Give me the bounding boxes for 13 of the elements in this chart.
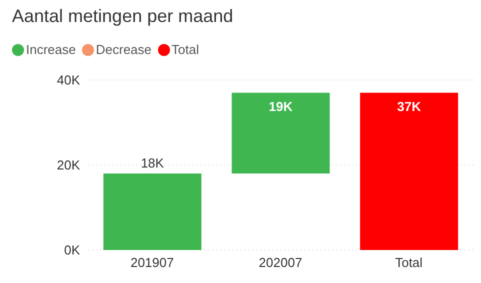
legend-label: Total [170, 42, 199, 57]
x-tick-label: Total [395, 255, 423, 270]
text: 37K [397, 98, 421, 114]
y-tick-label: 40K [56, 72, 80, 88]
legend-label: Decrease [94, 42, 152, 57]
chart-title: Aantal metingen per maand [12, 6, 234, 27]
text: 18K [140, 156, 164, 170]
text: 19K [268, 98, 293, 114]
y-tick-label: 20K [56, 158, 80, 173]
legend-label: Increase [25, 42, 76, 57]
x-tick-label: 202007 [258, 255, 302, 270]
x-tick-label: 201907 [130, 255, 174, 270]
y-tick-label: 0K [64, 242, 80, 258]
